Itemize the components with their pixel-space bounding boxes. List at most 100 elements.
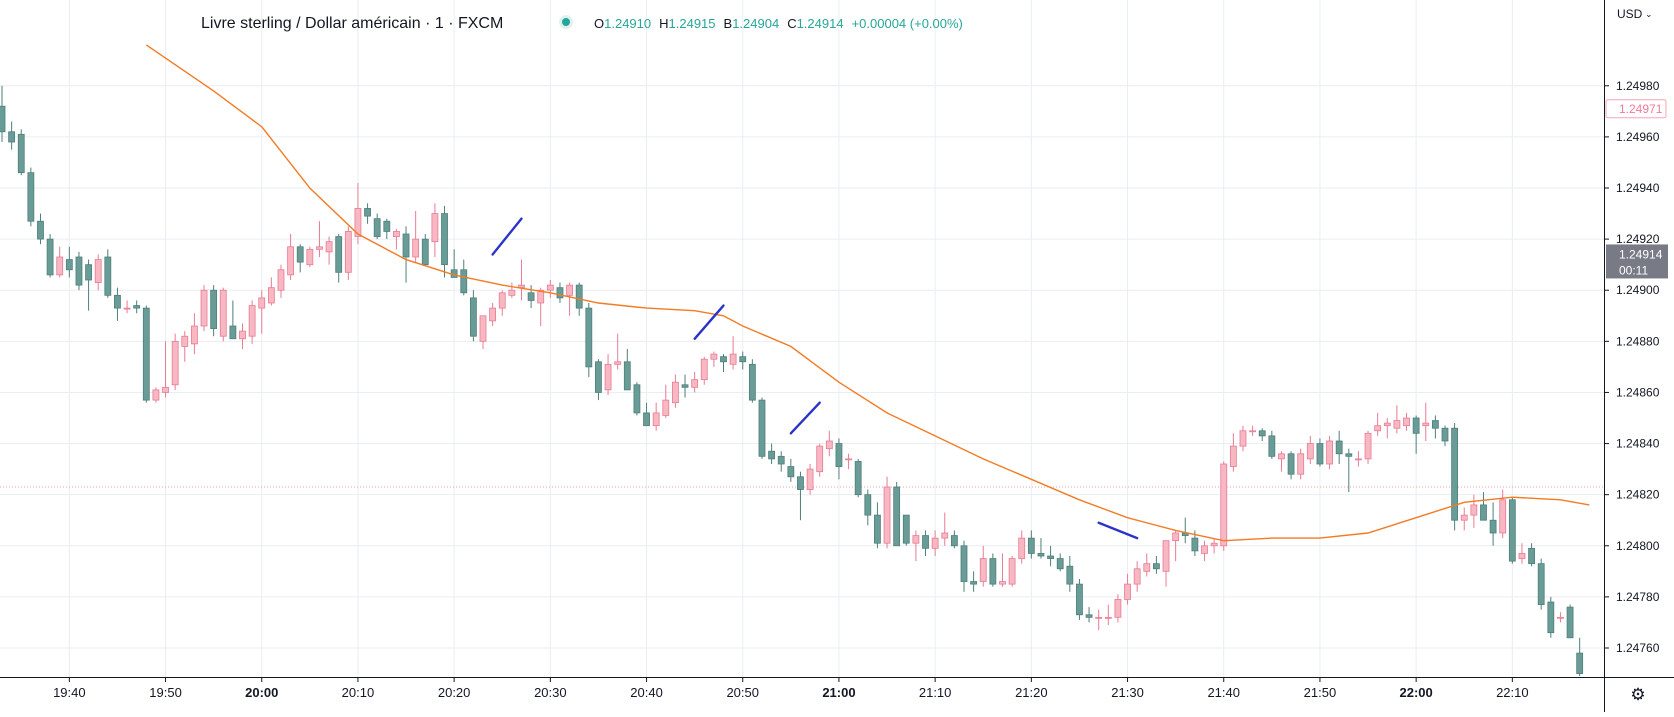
candle-up[interactable] [1326, 435, 1333, 470]
candle-up[interactable] [1114, 594, 1122, 623]
candle-down[interactable] [950, 530, 958, 549]
candle-down[interactable] [874, 502, 881, 549]
candle-up[interactable] [1210, 538, 1218, 554]
candle-up[interactable] [546, 280, 554, 298]
candle-up[interactable] [1460, 507, 1468, 531]
candle-down[interactable] [1345, 448, 1353, 493]
candle-down[interactable] [1316, 438, 1324, 467]
candle-down[interactable] [1489, 502, 1497, 546]
candle-up[interactable] [267, 277, 275, 306]
candle-up[interactable] [412, 211, 420, 263]
gear-icon[interactable]: ⚙ [1630, 685, 1645, 704]
trend-line[interactable] [1097, 521, 1139, 540]
candle-up[interactable] [912, 530, 920, 562]
candle-up[interactable] [1422, 402, 1430, 441]
candle-up[interactable] [248, 300, 256, 344]
candle-down[interactable] [469, 290, 477, 342]
candle-down[interactable] [1037, 538, 1045, 559]
candle-down[interactable] [1066, 556, 1074, 592]
settings-button-bg[interactable] [1629, 685, 1647, 703]
candle-up[interactable] [316, 221, 323, 257]
candle-up[interactable] [1518, 543, 1526, 564]
candle-down[interactable] [585, 303, 593, 378]
candle-down[interactable] [739, 351, 747, 370]
candle-up[interactable] [1008, 556, 1016, 587]
candle-down[interactable] [1258, 428, 1266, 441]
chart-legend[interactable]: Livre sterling / Dollar américain · 1 · … [201, 15, 963, 32]
candle-down[interactable] [623, 349, 631, 391]
candle-up[interactable] [171, 333, 179, 390]
candle-up[interactable] [94, 254, 102, 291]
candle-down[interactable] [142, 305, 150, 403]
candle-up[interactable] [489, 303, 497, 326]
trend-line[interactable] [693, 304, 725, 340]
candle-down[interactable] [1547, 596, 1555, 638]
candle-up[interactable] [845, 453, 852, 470]
candle-down[interactable] [229, 300, 237, 340]
candle-up[interactable] [652, 402, 660, 431]
candle-down[interactable] [893, 481, 901, 547]
candle-down[interactable] [1528, 543, 1535, 567]
candle-up[interactable] [710, 351, 718, 367]
candle-up[interactable] [508, 282, 516, 298]
candle-up[interactable] [816, 443, 824, 477]
candle-down[interactable] [1566, 604, 1574, 639]
candle-down[interactable] [681, 374, 689, 398]
candle-down[interactable] [383, 218, 391, 240]
candle-down[interactable] [1431, 415, 1439, 439]
candle-up[interactable] [1306, 435, 1314, 464]
candle-down[interactable] [1412, 415, 1420, 454]
candle-down[interactable] [1287, 451, 1295, 480]
candle-up[interactable] [691, 372, 699, 393]
candle-down[interactable] [1076, 579, 1083, 620]
candle-down[interactable] [864, 489, 872, 526]
candle-up[interactable] [277, 264, 285, 298]
time-axis-background[interactable] [0, 677, 1604, 712]
candle-up[interactable] [181, 331, 189, 362]
candle-up[interactable] [1297, 448, 1305, 480]
candle-down[interactable] [922, 530, 929, 556]
candle-down[interactable] [402, 226, 410, 283]
candle-down[interactable] [65, 246, 73, 278]
candle-down[interactable] [335, 234, 343, 283]
candle-up[interactable] [162, 341, 169, 398]
candle-down[interactable] [441, 205, 448, 278]
candle-up[interactable] [825, 430, 833, 457]
settings-button[interactable]: ⚙ [1629, 685, 1647, 704]
candle-up[interactable] [1162, 540, 1170, 587]
candle-down[interactable] [1027, 530, 1035, 559]
candle-up[interactable] [1239, 425, 1247, 452]
candle-down[interactable] [720, 354, 727, 372]
candle-up[interactable] [1249, 425, 1256, 436]
candle-up[interactable] [479, 315, 487, 349]
candle-up[interactable] [152, 387, 160, 403]
currency-label[interactable]: USD [1617, 7, 1643, 21]
candle-down[interactable] [960, 540, 968, 592]
candle-down[interactable] [1508, 497, 1516, 564]
candle-down[interactable] [768, 443, 775, 464]
candle-up[interactable] [431, 203, 439, 257]
candle-up[interactable] [729, 336, 737, 370]
candle-up[interactable] [806, 464, 814, 495]
trend-line[interactable] [789, 401, 821, 435]
candle-down[interactable] [777, 451, 785, 472]
candle-up[interactable] [1364, 430, 1372, 464]
candle-down[interactable] [1335, 430, 1343, 464]
candle-down[interactable] [835, 438, 843, 480]
candle-down[interactable] [748, 359, 756, 403]
candle-up[interactable] [1104, 604, 1112, 625]
candle-down[interactable] [210, 285, 218, 337]
candle-up[interactable] [1383, 418, 1391, 439]
candle-up[interactable] [883, 476, 891, 549]
candle-up[interactable] [1278, 451, 1285, 472]
trend-line[interactable] [491, 217, 523, 256]
candle-up[interactable] [1124, 573, 1131, 605]
candle-up[interactable] [393, 228, 400, 250]
candle-up[interactable] [1133, 561, 1141, 592]
candle-down[interactable] [902, 514, 910, 546]
candle-up[interactable] [672, 374, 679, 408]
candle-up[interactable] [239, 323, 246, 349]
candle-up[interactable] [1374, 412, 1382, 436]
candle-up[interactable] [1393, 405, 1401, 434]
candle-down[interactable] [1576, 637, 1584, 677]
